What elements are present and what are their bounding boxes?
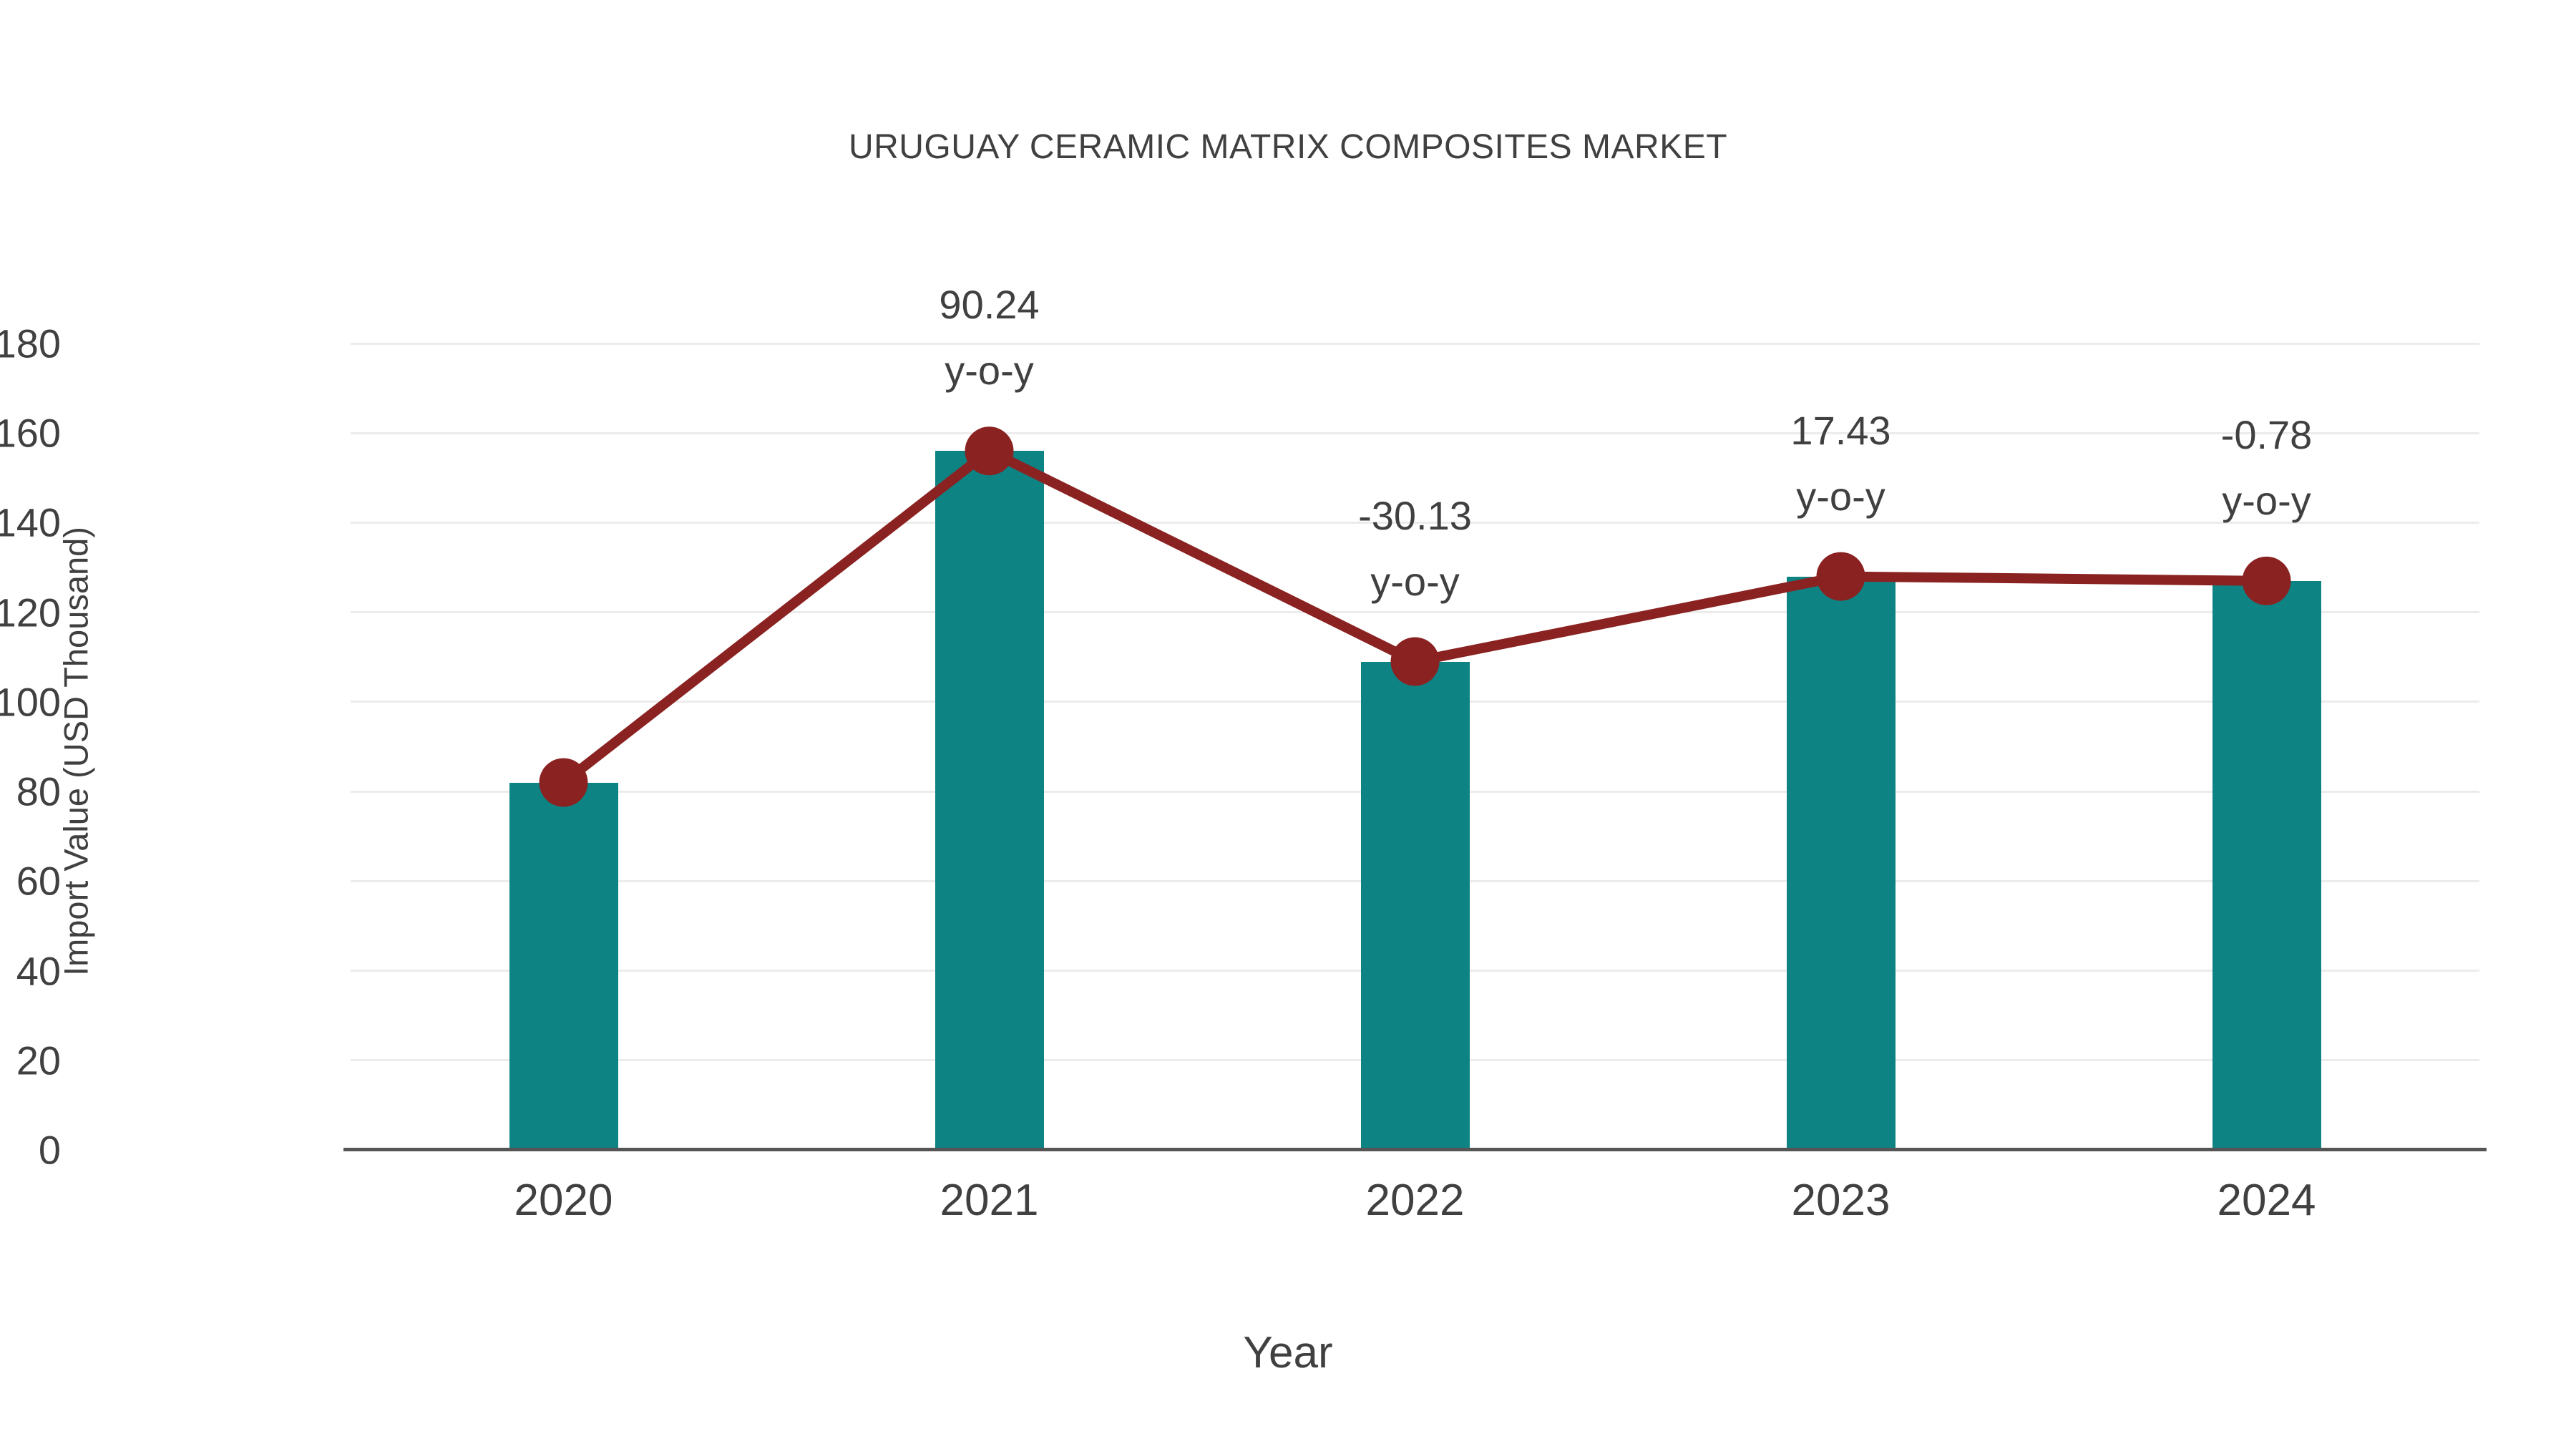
data-label-value: 90.24 [939, 282, 1040, 328]
data-label-value: -30.13 [1358, 492, 1472, 538]
data-label: 90.24 y-o-y [939, 285, 1039, 391]
data-label: -0.78 y-o-y [2220, 411, 2313, 523]
data-label-value: -0.78 [2220, 411, 2313, 457]
x-tick-label: 2020 [514, 1176, 613, 1225]
gridline [351, 611, 2479, 614]
x-tick-label: 2022 [1365, 1176, 1465, 1225]
gridline [351, 342, 2479, 345]
y-tick-label: 160 [0, 410, 61, 456]
x-tick-label: 2021 [940, 1176, 1039, 1225]
y-tick-label: 120 [0, 590, 61, 635]
x-tick-label: 2023 [1791, 1176, 1890, 1225]
data-label-suffix: y-o-y [1370, 558, 1460, 604]
bar [1360, 661, 1470, 1150]
x-tick-label: 2024 [2217, 1176, 2316, 1225]
data-label-suffix: y-o-y [1796, 473, 1885, 519]
data-label-suffix: y-o-y [2222, 477, 2311, 523]
data-label-suffix: y-o-y [945, 348, 1034, 394]
plot-area [343, 342, 2487, 1151]
gridline [351, 431, 2479, 434]
bar [935, 451, 1044, 1150]
data-label: 17.43 y-o-y [1790, 407, 1891, 519]
y-tick-label: 80 [16, 769, 61, 814]
y-tick-label: 40 [16, 948, 61, 994]
x-axis-line [343, 1148, 2487, 1151]
chart-title: URUGUAY CERAMIC MATRIX COMPOSITES MARKET [848, 128, 1728, 166]
x-axis-title: Year [1243, 1328, 1333, 1377]
y-axis-title: Import Value (USD Thousand) [57, 527, 95, 976]
y-tick-label: 60 [16, 858, 61, 904]
bar [2212, 580, 2321, 1150]
y-tick-label: 20 [16, 1038, 61, 1083]
y-tick-label: 100 [0, 679, 61, 725]
y-tick-label: 180 [0, 321, 61, 366]
bar [1786, 576, 1896, 1150]
data-label: -30.13 y-o-y [1358, 492, 1472, 604]
bar [509, 782, 618, 1150]
y-tick-label: 140 [0, 499, 61, 545]
data-label-value: 17.43 [1790, 407, 1891, 453]
y-tick-label: 0 [38, 1127, 61, 1173]
